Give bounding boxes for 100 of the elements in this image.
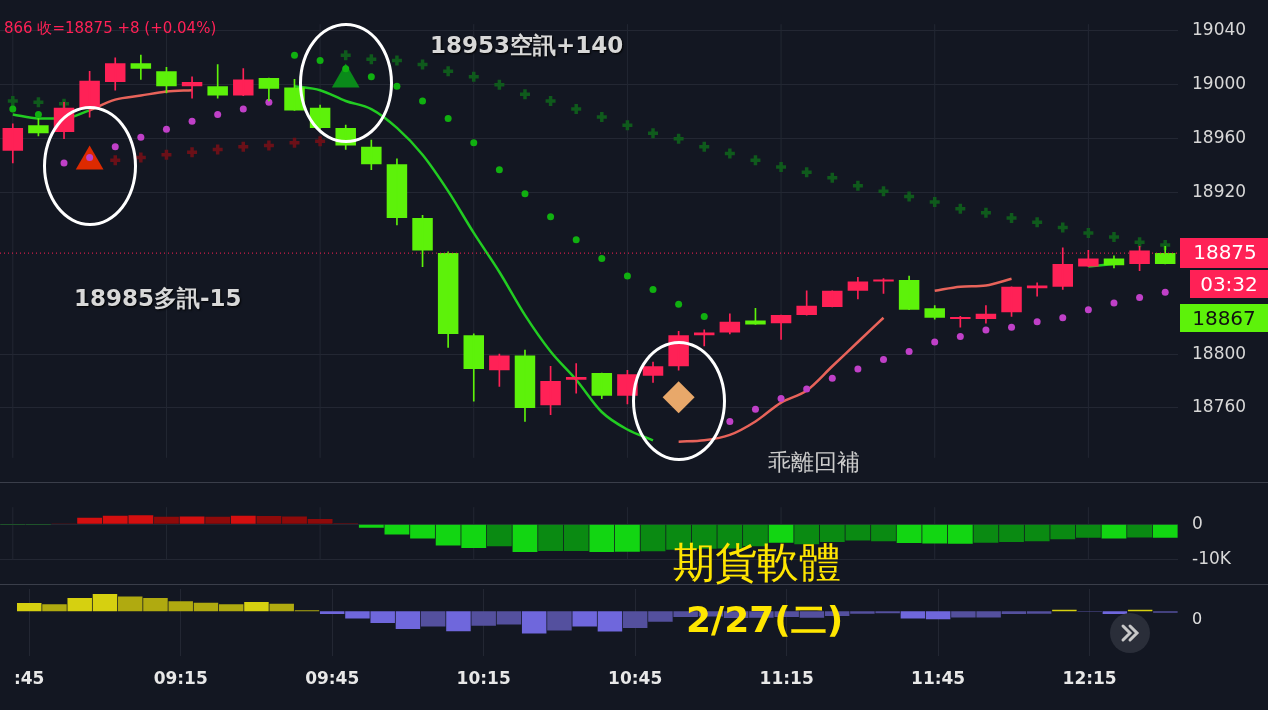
- point: [748, 153, 763, 167]
- point: [441, 64, 455, 79]
- point: [799, 165, 814, 180]
- point: [159, 148, 174, 162]
- y-tick-label: -10K: [1192, 548, 1232, 569]
- point: [828, 374, 836, 382]
- point: [444, 114, 452, 122]
- point: [723, 146, 737, 161]
- candlestick: [233, 68, 254, 96]
- point: [60, 159, 68, 167]
- point: [905, 347, 913, 355]
- point: [854, 365, 862, 373]
- point: [1056, 220, 1070, 235]
- bar: [154, 516, 179, 524]
- bar: [179, 516, 205, 524]
- point: [646, 126, 660, 141]
- point: [543, 94, 558, 108]
- point: [185, 145, 199, 159]
- point: [316, 57, 324, 65]
- point: [162, 125, 170, 133]
- point: [1110, 299, 1118, 307]
- point: [598, 255, 606, 263]
- point: [239, 105, 247, 113]
- candlestick: [950, 316, 971, 328]
- point: [774, 160, 788, 174]
- point: [342, 65, 350, 73]
- point: [675, 300, 683, 308]
- point: [419, 97, 427, 105]
- point: [313, 134, 327, 149]
- point: [1107, 230, 1121, 244]
- point: [569, 102, 583, 116]
- point: [137, 133, 145, 141]
- text: 18867: [1180, 304, 1268, 332]
- candlestick: [822, 290, 843, 308]
- candlestick: [642, 361, 664, 383]
- candlestick: [847, 277, 869, 300]
- y-tick-label: 19040: [1192, 19, 1247, 40]
- point: [777, 395, 785, 403]
- point: [1132, 235, 1147, 250]
- annotation: 乖離回補: [768, 448, 860, 477]
- point: [931, 338, 939, 346]
- annotation: 期貨軟體: [673, 537, 841, 589]
- point: [9, 105, 17, 113]
- x-tick-label: 10:45: [608, 668, 663, 689]
- point: [956, 333, 964, 341]
- point: [851, 179, 865, 193]
- point: [1059, 314, 1067, 322]
- point: [467, 69, 481, 84]
- x-tick-label: 09:45: [305, 668, 360, 689]
- point: [518, 87, 532, 101]
- bar: [521, 611, 547, 634]
- point: [1033, 318, 1041, 326]
- point: [495, 166, 503, 174]
- point: [415, 57, 430, 72]
- point: [1008, 323, 1016, 331]
- point: [291, 51, 298, 59]
- point: [1030, 215, 1044, 229]
- x-tick-label: :45: [13, 668, 45, 689]
- point: [521, 190, 529, 198]
- bar: [1102, 611, 1128, 615]
- bar: [1101, 524, 1127, 539]
- y-tick-label: 18760: [1192, 396, 1247, 417]
- point: [6, 94, 20, 108]
- x-tick-label: 11:15: [759, 668, 814, 689]
- y-tick-label: 19000: [1192, 73, 1247, 94]
- y-tick-label: 18960: [1192, 127, 1247, 148]
- point: [393, 82, 401, 90]
- x-tick-label: 10:15: [456, 668, 511, 689]
- point: [134, 150, 148, 165]
- point: [210, 142, 225, 157]
- point: [979, 205, 993, 220]
- point: [1004, 211, 1019, 225]
- point: [876, 184, 891, 198]
- point: [367, 73, 375, 81]
- annotation: 18985多訊-15: [74, 284, 242, 313]
- annotation: 18953空訊+140: [430, 31, 624, 60]
- point: [108, 153, 122, 167]
- bar: [420, 611, 446, 627]
- candlestick: [1026, 282, 1048, 297]
- point: [953, 201, 968, 216]
- point: [927, 195, 942, 209]
- point: [364, 52, 379, 66]
- y-tick-label: 0: [1192, 512, 1203, 533]
- point: [31, 95, 46, 110]
- point: [236, 139, 251, 154]
- point: [803, 385, 811, 393]
- candlestick: [361, 139, 382, 170]
- bar: [768, 524, 794, 543]
- x-tick-label: 11:45: [911, 668, 966, 689]
- bar: [1127, 524, 1153, 538]
- point: [572, 236, 580, 244]
- point: [287, 135, 302, 150]
- point: [1161, 288, 1169, 296]
- point: [595, 110, 609, 124]
- point: [880, 356, 887, 363]
- point: [1158, 238, 1172, 252]
- point: [470, 139, 478, 147]
- point: [751, 405, 759, 413]
- bar: [244, 601, 269, 612]
- point: [390, 53, 404, 68]
